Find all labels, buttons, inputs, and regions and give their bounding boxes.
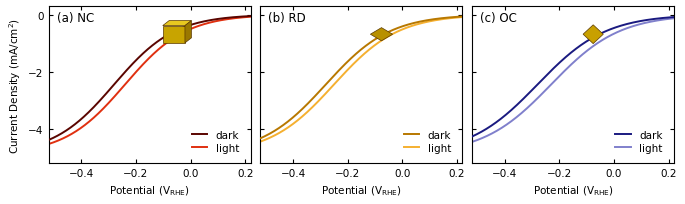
Text: (b) RD: (b) RD: [269, 12, 306, 24]
Polygon shape: [583, 26, 603, 44]
Polygon shape: [185, 21, 191, 44]
Y-axis label: Current Density (mA/cm$^2$): Current Density (mA/cm$^2$): [7, 17, 23, 153]
X-axis label: Potential (V$_{\mathrm{RHE}}$): Potential (V$_{\mathrm{RHE}}$): [321, 184, 401, 197]
Polygon shape: [371, 29, 393, 42]
Legend: dark, light: dark, light: [190, 128, 241, 155]
Legend: dark, light: dark, light: [401, 128, 453, 155]
Polygon shape: [163, 27, 185, 44]
Legend: dark, light: dark, light: [613, 128, 664, 155]
X-axis label: Potential (V$_{\mathrm{RHE}}$): Potential (V$_{\mathrm{RHE}}$): [532, 184, 613, 197]
Text: (c) OC: (c) OC: [480, 12, 517, 24]
X-axis label: Potential (V$_{\mathrm{RHE}}$): Potential (V$_{\mathrm{RHE}}$): [109, 184, 190, 197]
Polygon shape: [163, 21, 191, 27]
Text: (a) NC: (a) NC: [57, 12, 94, 24]
